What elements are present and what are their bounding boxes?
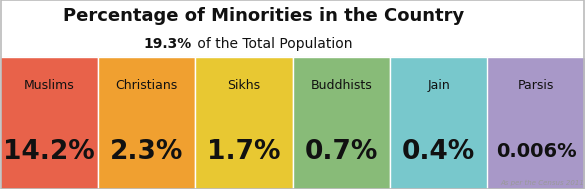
- Text: 19.3%: 19.3%: [143, 37, 191, 51]
- Text: Percentage of Minorities in the Country: Percentage of Minorities in the Country: [63, 7, 464, 25]
- Text: Christians: Christians: [115, 79, 177, 92]
- Text: 14.2%: 14.2%: [3, 139, 95, 165]
- Bar: [292, 57, 390, 189]
- Text: Buddhists: Buddhists: [311, 79, 372, 92]
- Text: As per the Census 2011: As per the Census 2011: [500, 180, 584, 186]
- Bar: [98, 57, 195, 189]
- Bar: [0, 57, 98, 189]
- Text: 0.006%: 0.006%: [496, 143, 577, 161]
- Text: Jain: Jain: [428, 79, 450, 92]
- Text: 1.7%: 1.7%: [207, 139, 280, 165]
- Text: of the Total Population: of the Total Population: [193, 37, 353, 51]
- Text: 0.7%: 0.7%: [305, 139, 378, 165]
- Bar: [195, 57, 292, 189]
- Text: 2.3%: 2.3%: [109, 139, 183, 165]
- Text: Muslims: Muslims: [23, 79, 74, 92]
- Bar: [390, 57, 487, 189]
- Text: Sikhs: Sikhs: [227, 79, 260, 92]
- Text: Parsis: Parsis: [518, 79, 555, 92]
- Bar: [487, 57, 585, 189]
- Text: 0.4%: 0.4%: [402, 139, 476, 165]
